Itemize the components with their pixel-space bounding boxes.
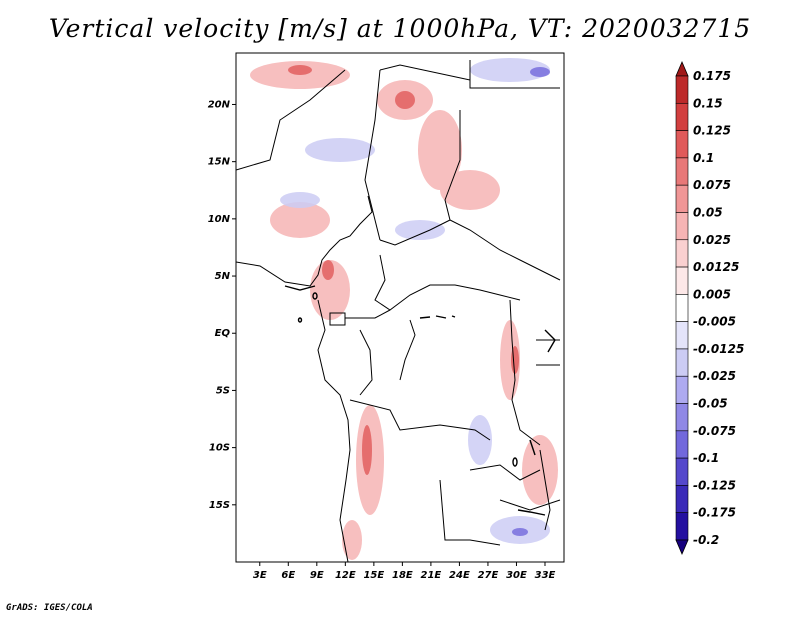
colorbar-swatch <box>675 157 689 186</box>
colorbar-swatch <box>675 266 689 295</box>
latitude-axis: 20N 15N 10N 5N EQ 5S 10S 15S <box>208 99 236 511</box>
colorbar-label: -0.1 <box>693 451 719 465</box>
colorbar-max-arrow <box>675 60 689 77</box>
colorbar-swatch <box>675 294 689 322</box>
colorbar-swatch <box>675 239 689 268</box>
strong-positive-patches <box>288 65 519 475</box>
longitude-axis: 3E 6E 9E 12E 15E 18E 21E 24E 27E 30E 33E <box>253 562 556 581</box>
lon-tick-label: 21E <box>421 570 442 581</box>
plot-frame <box>235 52 565 563</box>
colorbar-label: -0.2 <box>693 533 719 547</box>
colorbar-label: -0.175 <box>693 506 736 520</box>
lon-tick-label: 24E <box>449 570 470 581</box>
colorbar-swatch <box>675 348 689 377</box>
lon-tick-label: 6E <box>281 570 295 581</box>
colorbar-label: 0.175 <box>693 69 731 83</box>
positive-patches <box>250 61 558 560</box>
colorbar-label: 0.005 <box>693 287 731 301</box>
country-borders <box>236 60 561 562</box>
colorbar-label: 0.05 <box>693 205 723 219</box>
lat-tick-label: 20N <box>208 99 231 110</box>
lat-tick-label: 5N <box>215 271 231 282</box>
colorbar-swatch <box>675 375 689 404</box>
colorbar-label: 0.125 <box>693 124 731 138</box>
colorbar-label: -0.075 <box>693 424 736 438</box>
colorbar-swatch <box>675 130 689 159</box>
colorbar-swatch <box>675 75 689 104</box>
lat-tick-label: 5S <box>216 385 230 396</box>
colorbar-swatch <box>675 485 689 514</box>
lon-tick-label: 9E <box>310 570 324 581</box>
colorbar-swatch <box>675 430 689 459</box>
colorbar-label: -0.05 <box>693 397 728 411</box>
colorbar-swatch <box>675 102 689 131</box>
colorbar-swatch <box>675 321 689 350</box>
colorbar-swatch <box>675 457 689 486</box>
lon-tick-label: 3E <box>253 570 267 581</box>
colorbar-swatch <box>675 512 689 541</box>
lon-tick-label: 27E <box>478 570 499 581</box>
lon-tick-label: 33E <box>535 570 556 581</box>
lon-tick-label: 30E <box>506 570 527 581</box>
colorbar-label: 0.0125 <box>693 260 739 274</box>
colorbar-swatch <box>675 403 689 432</box>
colorbar-label: 0.1 <box>693 151 714 165</box>
colorbar-swatch <box>675 184 689 213</box>
coastline-details <box>284 285 556 516</box>
colorbar-min-arrow <box>675 539 689 556</box>
colorbar-label: -0.025 <box>693 369 736 383</box>
colorbar-label: 0.15 <box>693 96 723 110</box>
lat-tick-label: 10S <box>209 443 230 454</box>
colorbar: 0.175 0.15 0.125 0.1 0.075 0.05 0.025 0.0125 0.0… <box>675 60 744 556</box>
colorbar-label: -0.125 <box>693 478 736 492</box>
lon-tick-label: 18E <box>392 570 413 581</box>
colorbar-label: 0.025 <box>693 233 731 247</box>
lat-tick-label: 15S <box>209 500 230 511</box>
colorbar-label: 0.075 <box>693 178 731 192</box>
lat-tick-label: EQ <box>215 328 231 339</box>
lon-tick-label: 15E <box>363 570 384 581</box>
colorbar-swatch <box>675 212 689 241</box>
lon-tick-label: 12E <box>335 570 356 581</box>
lat-tick-label: 15N <box>208 157 231 168</box>
velocity-field <box>236 58 561 562</box>
colorbar-label: -0.0125 <box>693 342 744 356</box>
map-title: Vertical velocity [m/s] at 1000hPa, VT: … <box>48 14 752 43</box>
lat-tick-label: 10N <box>208 214 231 225</box>
colorbar-label: -0.005 <box>693 315 736 329</box>
strong-negative-patches <box>512 67 550 536</box>
grads-credit: GrADS: IGES/COLA <box>6 603 93 613</box>
